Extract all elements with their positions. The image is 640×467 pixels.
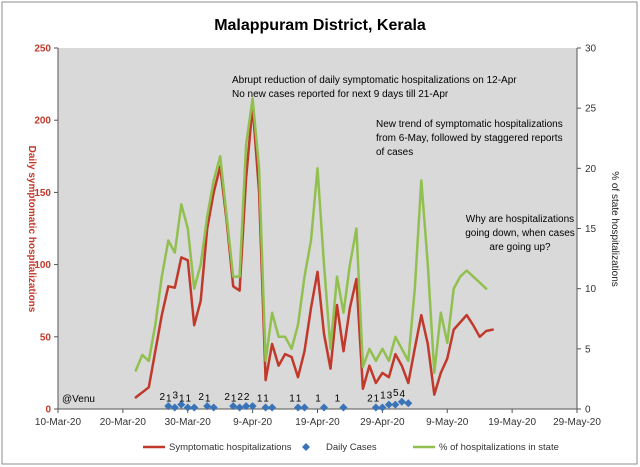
- daily-case-label: 1: [231, 394, 237, 405]
- daily-case-label: 1: [166, 394, 172, 405]
- legend-label-daily-cases: Daily Cases: [326, 442, 377, 453]
- left-tick-label: 100: [34, 260, 51, 271]
- daily-case-marker: [371, 403, 380, 412]
- daily-case-marker: [300, 403, 309, 412]
- plot-area: [58, 48, 577, 409]
- right-tick-label: 30: [585, 44, 597, 55]
- daily-case-marker: [229, 402, 238, 411]
- daily-case-marker: [183, 403, 192, 412]
- annotation-1-line-1: Abrupt reduction of daily symptomatic ho…: [232, 75, 517, 86]
- y-axis-label-left: Daily symptomatic hospitalizations: [26, 146, 37, 313]
- daily-case-marker: [248, 402, 257, 411]
- right-axis: 0 5 10 15 20 25 30: [576, 44, 597, 416]
- daily-case-marker: [261, 403, 270, 412]
- daily-case-label: 1: [205, 394, 211, 405]
- left-tick-label: 200: [34, 116, 51, 127]
- daily-case-label: 1: [335, 394, 341, 405]
- right-tick-label: 25: [585, 104, 597, 115]
- daily-case-marker: [397, 397, 406, 406]
- x-tick-label: 19-Apr-20: [295, 417, 340, 428]
- right-tick-label: 10: [585, 284, 597, 295]
- daily-case-label: 4: [400, 389, 406, 400]
- daily-case-label: 2: [244, 392, 250, 403]
- series-layer: [134, 97, 494, 399]
- right-tick-label: 15: [585, 224, 597, 235]
- daily-case-label: 2: [198, 392, 204, 403]
- daily-case-label: 1: [179, 394, 185, 405]
- daily-case-label: 3: [387, 391, 393, 402]
- x-tick-label: 20-Mar-20: [100, 417, 147, 428]
- daily-case-marker: [177, 400, 186, 409]
- daily-case-marker: [294, 403, 303, 412]
- daily-case-label: 1: [289, 394, 295, 405]
- right-tick-label: 20: [585, 164, 597, 175]
- x-tick-label: 10-Mar-20: [35, 417, 82, 428]
- daily-case-label: 2: [237, 392, 243, 403]
- daily-case-marker: [190, 403, 199, 412]
- left-tick-label: 50: [40, 332, 52, 343]
- daily-case-marker: [391, 400, 400, 409]
- daily-case-label: 1: [380, 391, 386, 402]
- annotation-2-line-3: of cases: [376, 147, 413, 158]
- author-credit: @Venu: [62, 394, 95, 405]
- left-tick-label: 250: [34, 44, 51, 55]
- daily-case-marker: [268, 403, 277, 412]
- annotation-3-line-3: are going up?: [489, 242, 551, 253]
- x-tick-label: 19-May-20: [488, 417, 536, 428]
- legend-label-hospitalizations: Symptomatic hospitalizations: [169, 442, 292, 453]
- daily-case-label: 1: [185, 394, 191, 405]
- daily-case-marker: [209, 403, 218, 412]
- annotation-1-line-2: No new cases reported for next 9 days ti…: [232, 89, 449, 100]
- right-tick-label: 5: [585, 344, 591, 355]
- daily-case-label: 1: [263, 394, 269, 405]
- daily-case-marker: [404, 399, 413, 408]
- daily-case-label: 2: [160, 392, 166, 403]
- annotation-3-line-2: going down, when cases: [465, 228, 575, 239]
- daily-case-marker: [319, 403, 328, 412]
- daily-case-label: 1: [374, 394, 380, 405]
- daily-case-label: 1: [296, 394, 302, 405]
- x-tick-label: 9-Apr-20: [233, 417, 272, 428]
- daily-case-marker: [235, 403, 244, 412]
- series-line-hospitalizations: [134, 104, 494, 399]
- y-axis-label-right: % of state hospitalizations: [609, 171, 620, 287]
- daily-case-marker: [384, 400, 393, 409]
- x-tick-label: 29-Apr-20: [360, 417, 405, 428]
- daily-case-marker: [378, 403, 387, 412]
- daily-case-marker: [339, 403, 348, 412]
- annotation-2-line-1: New trend of symptomatic hospitalization…: [376, 119, 563, 130]
- left-tick-label: 0: [45, 405, 51, 416]
- x-tick-label: 30-Mar-20: [165, 417, 212, 428]
- legend: Symptomatic hospitalizations Daily Cases…: [143, 442, 559, 453]
- daily-case-marker: [242, 402, 251, 411]
- annotation-3-line-1: Why are hospitalizations: [466, 214, 574, 225]
- daily-case-label: 3: [172, 391, 178, 402]
- left-tick-label: 150: [34, 188, 51, 199]
- legend-label-percent: % of hospitalizations in state: [439, 442, 559, 453]
- x-tick-label: 29-May-20: [553, 417, 601, 428]
- daily-case-label: 5: [393, 388, 399, 399]
- daily-case-label: 1: [315, 394, 321, 405]
- x-tick-label: 9-May-20: [426, 417, 469, 428]
- daily-case-marker: [170, 403, 179, 412]
- x-axis: 10-Mar-20 20-Mar-20 30-Mar-20 9-Apr-20 19-Ap…: [35, 408, 601, 428]
- legend-swatch-daily-cases: [302, 443, 310, 451]
- daily-case-marker: [203, 402, 212, 411]
- left-axis: 0 50 100 150 200 250: [34, 44, 59, 416]
- daily-case-marker: [164, 402, 173, 411]
- right-tick-label: 0: [585, 405, 591, 416]
- annotation-2-line-2: from 6-May, followed by staggered report…: [376, 133, 563, 144]
- chart-title: Malappuram District, Kerala: [214, 17, 426, 34]
- daily-case-label: 2: [367, 394, 373, 405]
- daily-case-label: 1: [257, 394, 263, 405]
- daily-case-label: 2: [224, 392, 230, 403]
- series-line-percent: [134, 97, 488, 375]
